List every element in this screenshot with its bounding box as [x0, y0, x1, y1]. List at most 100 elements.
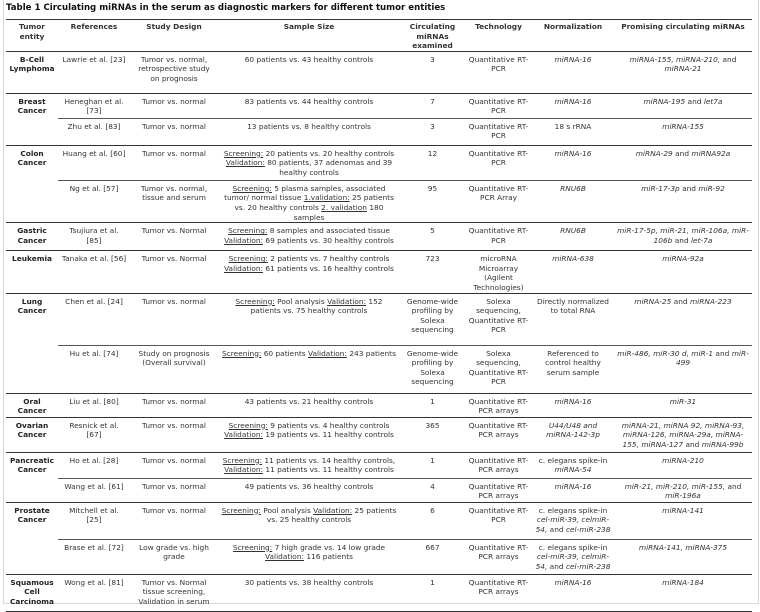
text-segment: 61 patients vs. 16 healthy controls [263, 263, 394, 273]
promising-mirnas: miRNA-155 [614, 117, 752, 146]
mirnas-examined: Genome-wide profiling by Solexa sequenci… [400, 344, 465, 394]
mirna-name: miRNA-29 [635, 148, 673, 158]
study-design: Tumor vs. Normal [130, 250, 218, 294]
mirnas-examined: 3 [400, 50, 465, 94]
phase-label: Validation: [265, 552, 304, 562]
mirna-name: miR-196a [665, 491, 701, 501]
table-row: Squamous Cell Carcinoma Wong et al. [81] T… [6, 573, 752, 612]
mirna-name: miRNA-16 [554, 148, 592, 158]
tumor-entity: Leukemia [6, 250, 58, 294]
text-segment: and [679, 183, 699, 193]
text-segment: c. elegans spike-in [538, 505, 608, 515]
text-segment: and [547, 561, 566, 571]
phase-label: Validation: [224, 465, 264, 475]
header-mirnas-examined: Circulating miRNAs examined [400, 19, 465, 52]
tumor-entity: Lung Cancer [6, 292, 58, 394]
phase-label: Screening: [228, 420, 268, 430]
mirna-name: miRNA-21, miRNA 92, miRNA-93, miRNA-126,… [621, 420, 745, 449]
normalization: RNU6B [532, 222, 614, 251]
tumor-entity: Colon Cancer [6, 144, 58, 223]
mirna-name: miRNA-141 [662, 505, 704, 515]
promising-mirnas: miRNA-195 and let7a [614, 92, 752, 119]
text-segment: 11 patients vs. 14 healthy controls, [262, 455, 396, 465]
header-technology: Technology [465, 19, 532, 52]
text-segment: 69 patients vs. 30 healthy controls [263, 235, 394, 245]
reference: Tsujiura et al. [85] [58, 222, 130, 251]
mirna-name: cel-miR-238 [565, 524, 611, 534]
table-row: Colon Cancer Huang et al. [60] Tumor vs. n… [6, 144, 752, 223]
normalization: miRNA-16 [532, 392, 614, 418]
mirna-name: miRNA-99b [701, 439, 744, 449]
study-design: Tumor vs. normal, tissue and serum [130, 179, 218, 223]
table-row: Brase et al. [72] Low grade vs. high grad… [6, 538, 752, 575]
header-normalization: Normalization [532, 19, 614, 52]
tumor-entity: Prostate Cancer [6, 501, 58, 575]
text-segment: 243 patients [346, 348, 396, 358]
text-segment: 11 patients vs. 11 healthy controls [263, 465, 394, 475]
sample-size: 43 patients vs. 21 healthy controls [218, 392, 400, 418]
text-segment: 80 patients, 37 adenomas and 39 healthy … [264, 158, 393, 177]
text-segment: and [547, 524, 566, 534]
table-row: Ng et al. [57] Tumor vs. normal, tissue a… [6, 179, 752, 223]
sample-size: 30 patients vs. 38 healthy controls [218, 573, 400, 612]
sample-size: Screening: 2 patients vs. 7 healthy cont… [218, 250, 400, 294]
text-segment: 60 patients vs. 43 healthy controls [244, 54, 374, 64]
normalization: RNU6B [532, 179, 614, 223]
mirna-name: let7a [703, 96, 723, 106]
promising-mirnas: miRNA-29 and miRNA92a [614, 144, 752, 181]
text-segment: Pool analysis [274, 296, 328, 306]
technology: Quantitative RT-PCR arrays [465, 416, 532, 453]
study-design: Low grade vs. high grade [130, 538, 218, 575]
sample-size: Screening: 9 patients vs. 4 healthy cont… [218, 416, 400, 453]
phase-label: Screening: [232, 542, 273, 552]
normalization: miRNA-16 [532, 50, 614, 94]
table-row: B-Cell Lymphoma Lawrie et al. [23] Tumor v… [6, 50, 752, 94]
mirna-name: miRNA-184 [662, 577, 704, 587]
text-segment: 18 s rRNA [554, 121, 592, 131]
reference: Resnick et al. [67] [58, 416, 130, 453]
reference: Wong et al. [81] [58, 573, 130, 612]
text-segment: 30 patients vs. 38 healthy controls [244, 577, 374, 587]
technology: Quantitative RT-PCR arrays [465, 573, 532, 612]
sample-size: Screening: Pool analysis Validation: 25 … [218, 501, 400, 540]
reference: Brase et al. [72] [58, 538, 130, 575]
phase-label: Validation: [224, 430, 264, 440]
phase-label: Validation: [313, 505, 353, 515]
tumor-entity: B-Cell Lymphoma [6, 50, 58, 94]
reference: Chen et al. [24] [58, 292, 130, 346]
mirna-name: RNU6B [560, 226, 586, 236]
mirna-name: miRNA-155 [662, 121, 704, 131]
technology: Quantitative RT-PCR Array [465, 179, 532, 223]
mirna-name: U44/U48 and miRNA-142-3p [546, 420, 600, 440]
mirnas-examined: 3 [400, 117, 465, 146]
technology: microRNA Microarray (Agilent Technologie… [465, 250, 532, 294]
study-design: Tumor vs. normal [130, 292, 218, 346]
mirna-name: miRNA-16 [554, 396, 592, 406]
mirna-name: miRNA92a [691, 148, 731, 158]
tumor-entity: Breast Cancer [6, 92, 58, 146]
text-segment: and [725, 481, 742, 491]
study-design: Study on prognosis (Overall survival) [130, 344, 218, 394]
promising-mirnas: miR-17-3p and miR-92 [614, 179, 752, 223]
technology: Quantitative RT-PCR [465, 92, 532, 119]
sample-size: Screening: 20 patients vs. 20 healthy co… [218, 144, 400, 181]
normalization: c. elegans spike-in cel-miR-39, celmiR-5… [532, 501, 614, 540]
text-segment: 25 patients vs. 25 healthy controls [266, 505, 397, 525]
table-row: Breast Cancer Heneghan et al. [73] Tumor v… [6, 92, 752, 146]
sample-size: 49 patients vs. 36 healthy controls [218, 477, 400, 503]
text-segment: and [672, 235, 691, 245]
promising-mirnas: miRNA-210 [614, 451, 752, 479]
technology: Quantitative RT-PCR [465, 50, 532, 94]
normalization: U44/U48 and miRNA-142-3p [532, 416, 614, 453]
normalization: 18 s rRNA [532, 117, 614, 146]
mirna-name: miR- 499 [675, 348, 749, 368]
mirna-name: miRNA-638 [552, 254, 594, 264]
text-segment: 13 patients vs. 8 healthy controls [247, 121, 371, 131]
sample-size: 13 patients vs. 8 healthy controls [218, 117, 400, 146]
sample-size: 83 patients vs. 44 healthy controls [218, 92, 400, 119]
mirna-name: miRNA-92a [662, 254, 704, 264]
reference: Wang et al. [61] [58, 477, 130, 503]
tumor-entity: Oral Cancer [6, 392, 58, 418]
technology: Quantitative RT-PCR [465, 117, 532, 146]
promising-mirnas: miRNA-155, miRNA-210, and miRNA-21 [614, 50, 752, 94]
